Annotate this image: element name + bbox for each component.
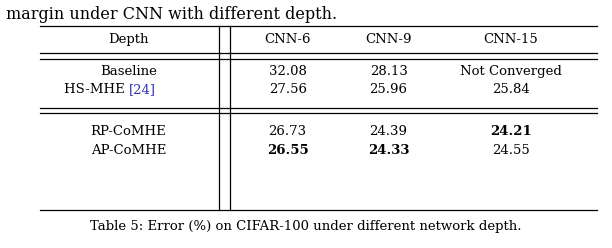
Text: AP-CoMHE: AP-CoMHE bbox=[91, 144, 166, 156]
Text: HS-MHE: HS-MHE bbox=[64, 83, 129, 96]
Text: [24]: [24] bbox=[129, 83, 155, 96]
Text: margin under CNN with different depth.: margin under CNN with different depth. bbox=[6, 6, 337, 23]
Text: Baseline: Baseline bbox=[100, 65, 157, 78]
Text: Table 5: Error (%) on CIFAR-100 under different network depth.: Table 5: Error (%) on CIFAR-100 under di… bbox=[90, 220, 522, 233]
Text: 26.73: 26.73 bbox=[269, 125, 307, 138]
Text: 27.56: 27.56 bbox=[269, 83, 307, 96]
Text: RP-CoMHE: RP-CoMHE bbox=[91, 125, 166, 138]
Text: 26.55: 26.55 bbox=[267, 144, 308, 156]
Text: 24.39: 24.39 bbox=[370, 125, 408, 138]
Text: CNN-9: CNN-9 bbox=[365, 33, 412, 46]
Text: 28.13: 28.13 bbox=[370, 65, 408, 78]
Text: 24.33: 24.33 bbox=[368, 144, 409, 156]
Text: 32.08: 32.08 bbox=[269, 65, 307, 78]
Text: 24.21: 24.21 bbox=[490, 125, 532, 138]
Text: 24.55: 24.55 bbox=[492, 144, 530, 156]
Text: 25.96: 25.96 bbox=[370, 83, 408, 96]
Text: CNN-6: CNN-6 bbox=[264, 33, 311, 46]
Text: CNN-15: CNN-15 bbox=[483, 33, 539, 46]
Text: 25.84: 25.84 bbox=[492, 83, 530, 96]
Text: Depth: Depth bbox=[108, 33, 149, 46]
Text: Not Converged: Not Converged bbox=[460, 65, 562, 78]
